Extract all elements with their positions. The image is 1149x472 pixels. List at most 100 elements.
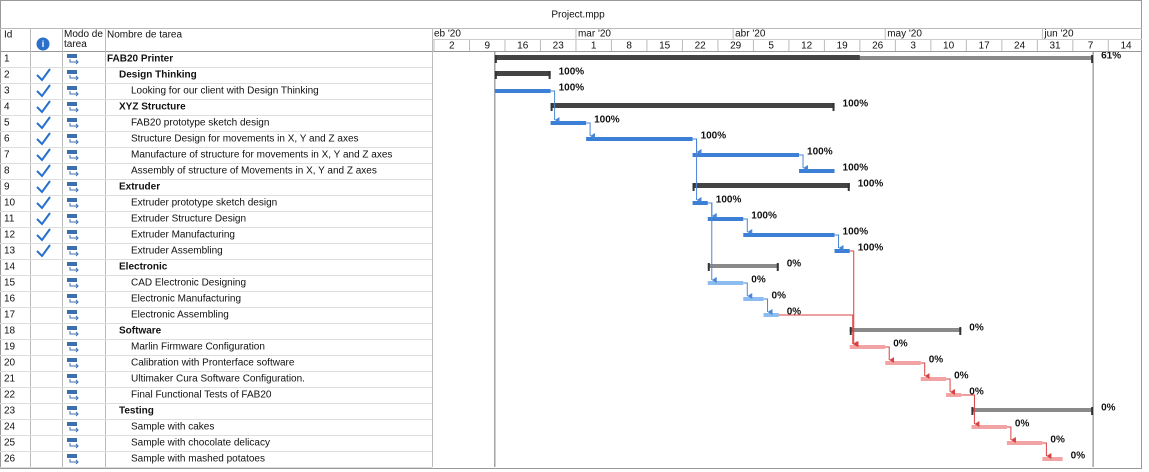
summary-cap [550,103,553,111]
percent-label: 0% [787,307,802,318]
summary-cap [692,183,695,191]
task-name: Manufacture of structure for movements i… [131,150,392,161]
task-id: 20 [4,358,16,369]
task-name: Looking for our client with Design Think… [131,86,319,97]
mode-icon-arrow [69,171,79,177]
dependency-link [763,298,773,315]
percent-label: 0% [772,291,787,302]
summary-progress [550,103,835,108]
mode-icon-arrow [69,203,79,209]
summary-bar [849,328,962,332]
task-id: 16 [4,294,16,305]
task-id: 19 [4,342,16,353]
week-label: 5 [768,41,774,52]
percent-label: 0% [969,387,984,398]
task-bar [743,233,835,237]
task-bar [707,281,744,285]
dependency-link [743,282,753,299]
dependency-link [743,218,753,235]
percent-label: 0% [969,323,984,334]
summary-cap [971,407,974,415]
week-label: 22 [695,41,707,52]
task-bar [834,249,850,253]
info-icon-glyph: i [42,39,45,49]
percent-label: 100% [751,211,777,222]
week-label: 23 [553,41,565,52]
dependency-link [692,138,702,203]
summary-name: Electronic [119,262,168,273]
mode-icon [67,134,77,138]
summary-progress [494,71,551,76]
mode-icon [67,54,77,58]
dependency-link [946,378,956,395]
task-id: 12 [4,230,16,241]
task-id: 10 [4,198,16,209]
mode-icon-arrow [69,299,79,305]
mode-icon-arrow [69,427,79,433]
mode-icon [67,438,77,442]
summary-cap [847,183,850,191]
task-bar [885,361,921,365]
week-label: 9 [484,41,490,52]
complete-check [36,68,51,82]
mode-icon-arrow [69,315,79,321]
summary-cap [776,263,779,271]
mode-icon-arrow [69,59,79,65]
dependency-link [707,202,717,283]
percent-label: 0% [787,259,802,270]
mode-icon [67,358,77,362]
mode-icon [67,262,77,266]
percent-label: 100% [843,163,869,174]
percent-label: 0% [1015,419,1030,430]
week-label: 29 [730,41,742,52]
timeline: eb '20 mar '20 abr '20 may '20 jun '202 9 16 23… [433,28,1132,467]
mode-icon [67,310,77,314]
summary-cap [959,327,962,335]
summary-cap [832,103,835,111]
task-name: Sample with chocolate delicacy [131,438,270,449]
mode-icon [67,86,77,90]
mode-icon [67,70,77,74]
task-name: Final Functional Tests of FAB20 [131,390,272,401]
dependency-link [961,394,980,427]
percent-label: 100% [701,131,727,142]
summary-bar [971,408,1094,412]
percent-label: 100% [843,227,869,238]
week-label: 19 [837,41,849,52]
percent-label: 100% [807,147,833,158]
mode-icon-arrow [69,219,79,225]
month-label: jun '20 [1043,29,1074,40]
mode-icon [67,422,77,426]
mode-icon [67,326,77,330]
task-bar [946,393,962,397]
mode-icon-arrow [69,331,79,337]
percent-label: 100% [559,67,585,78]
mode-icon [67,342,77,346]
percent-label: 100% [858,243,884,254]
task-name: Sample with mashed potatoes [131,454,265,465]
task-id: 11 [4,214,15,225]
task-id: 2 [4,70,10,81]
mode-icon-arrow [69,267,79,273]
week-label: 3 [910,41,916,52]
task-id: 14 [4,262,16,273]
task-bar [707,217,744,221]
percent-label: 100% [559,83,585,94]
week-label: 8 [626,41,632,52]
task-bar [1006,441,1043,445]
summary-name: Design Thinking [119,70,197,81]
mode-icon [67,374,77,378]
summary-bar [707,264,779,268]
summary-cap [494,55,497,63]
summary-name: XYZ Structure [119,102,186,113]
mode-icon-arrow [69,155,79,161]
task-name: Calibration with Pronterface software [131,358,295,369]
task-name: Extruder Assembling [131,246,223,257]
task-id: 21 [4,374,16,385]
info-icon [36,37,50,51]
id-header: Id [4,30,12,41]
task-id: 8 [4,166,10,177]
window-title: Project.mpp [551,10,605,21]
percent-label: 100% [843,99,869,110]
task-name: Extruder Structure Design [131,214,246,225]
